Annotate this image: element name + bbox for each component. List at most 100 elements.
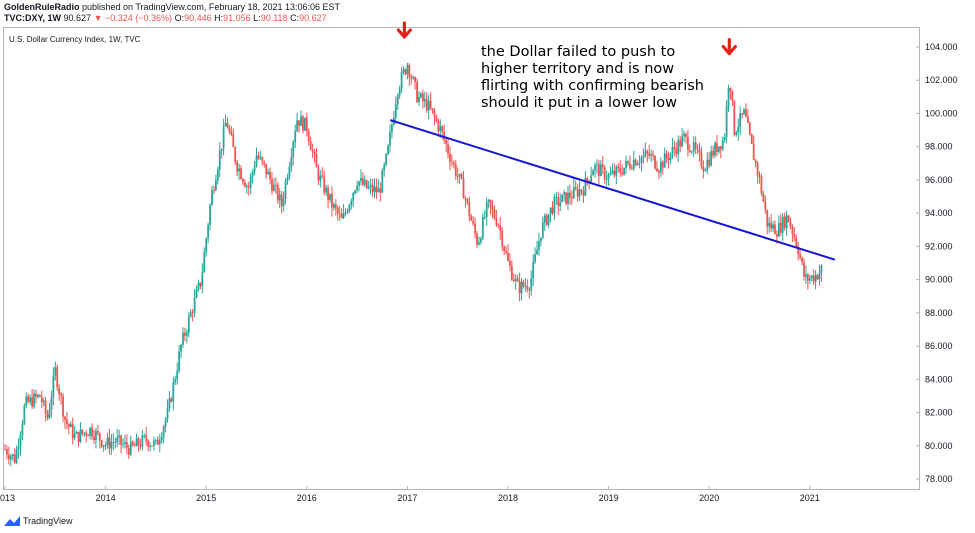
candle-body [789, 221, 792, 227]
candle-body [441, 126, 444, 132]
candle-body [563, 192, 566, 195]
candle-body [414, 77, 417, 83]
candle-body [226, 122, 229, 128]
candle-body [621, 172, 624, 175]
candle-body [443, 131, 446, 140]
candle-body [251, 171, 254, 177]
candle-body [36, 394, 39, 397]
candle-body [416, 82, 418, 103]
candle-body [801, 257, 803, 263]
candle-body [514, 278, 517, 281]
candle-body [721, 139, 724, 150]
open-value: 90.446 [184, 13, 212, 23]
chart-title: U.S. Dollar Currency Index, 1W, TVC [9, 35, 141, 44]
candle-body [746, 116, 749, 123]
y-tick-label: 90.000 [925, 275, 953, 285]
candle-body [201, 272, 204, 287]
candle-body [423, 98, 426, 102]
footer: TradingView [4, 516, 73, 526]
candle-body [687, 136, 689, 151]
candle-body [623, 167, 625, 175]
candle-body [605, 178, 608, 180]
candle-body [590, 175, 593, 182]
x-tick-label: 2016 [297, 493, 317, 503]
candle-body [421, 93, 424, 102]
candle-body [385, 154, 388, 165]
candle-body [491, 206, 494, 210]
candle-body [147, 440, 150, 447]
candle-body [17, 446, 20, 450]
candle-body [327, 187, 329, 201]
annotation-line: flirting with confirming bearish [481, 78, 704, 94]
candle-body [329, 193, 331, 201]
candle-body [499, 225, 502, 231]
candle-body [89, 427, 92, 436]
candle-body [692, 142, 695, 152]
candle-body [27, 396, 30, 402]
candle-body [50, 397, 53, 410]
candle-body [638, 162, 641, 164]
candle-body [305, 117, 308, 131]
tradingview-brand[interactable]: TradingView [23, 516, 73, 526]
candle-body [551, 207, 554, 214]
high-value: 91.056 [223, 13, 251, 23]
candle-body [319, 175, 322, 181]
candle-body [367, 186, 370, 189]
candle-body [410, 77, 413, 79]
candle-body [120, 435, 122, 445]
candle-body [396, 95, 399, 105]
candle-body [433, 110, 436, 118]
candle-body [104, 445, 107, 446]
candle-body [257, 155, 260, 159]
candle-body [766, 209, 769, 227]
candle-body [700, 152, 703, 167]
candle-body [265, 163, 268, 175]
candle-body [656, 168, 658, 172]
candle-body [805, 274, 807, 277]
candle-body [168, 398, 171, 409]
x-tick-label: 2018 [498, 493, 518, 503]
candle-body [520, 281, 523, 294]
candle-body [87, 435, 90, 437]
candle-body [242, 179, 244, 183]
x-tick-label: 2015 [196, 493, 216, 503]
candle-body [240, 168, 242, 180]
candle-body [340, 213, 343, 219]
candle-body [781, 216, 784, 233]
candle-body [501, 230, 504, 247]
candle-body [185, 332, 188, 336]
candle-body [288, 166, 291, 178]
candle-body [785, 215, 788, 228]
author-name[interactable]: GoldenRuleRadio [4, 2, 80, 12]
candle-body [449, 153, 451, 162]
candle-body [509, 260, 511, 266]
candle-body [495, 217, 498, 225]
candle-body [570, 197, 573, 199]
candle-body [733, 100, 736, 135]
candle-body [309, 141, 312, 151]
y-tick-label: 92.000 [925, 241, 953, 251]
candle-body [452, 162, 455, 165]
candle-body [172, 382, 175, 402]
candle-body [787, 215, 790, 222]
x-tick-label: 2013 [0, 493, 15, 503]
candle-body [584, 178, 587, 196]
candle-body [232, 134, 235, 148]
candle-body [474, 223, 477, 234]
chart-header: GoldenRuleRadio published on TradingView… [4, 2, 340, 24]
candle-body [263, 161, 266, 164]
candle-body [402, 69, 405, 72]
candle-body [143, 435, 146, 437]
candle-body [445, 139, 447, 145]
low-value: 90.118 [260, 13, 288, 23]
candle-body [466, 198, 469, 203]
candle-body [93, 436, 95, 440]
candle-body [166, 408, 169, 420]
candle-body [764, 201, 767, 210]
candle-body [644, 151, 647, 156]
candle-body [569, 192, 571, 198]
candle-body [760, 176, 763, 194]
candle-body [13, 454, 16, 463]
candle-body [222, 126, 225, 149]
